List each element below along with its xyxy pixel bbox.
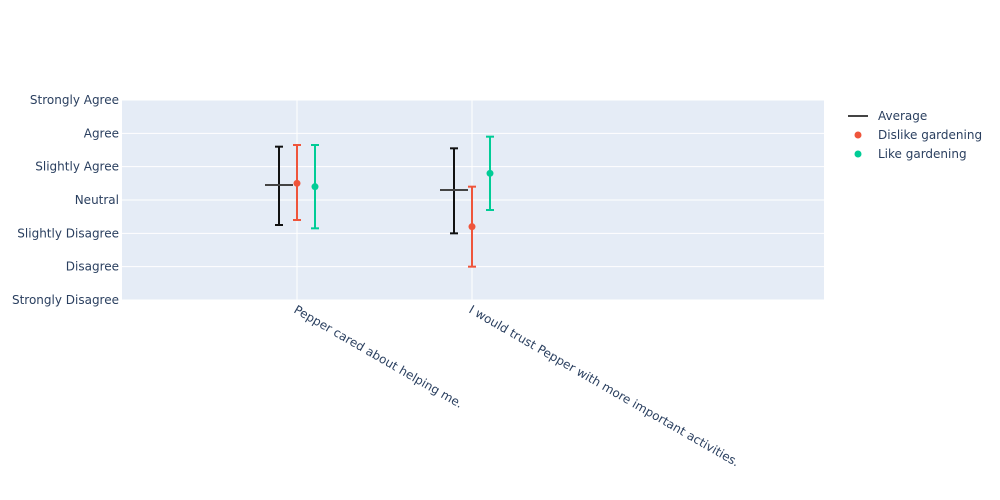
legend-label: Average — [878, 109, 927, 123]
legend-label: Dislike gardening — [878, 128, 982, 142]
data-marks — [265, 135, 494, 268]
y-tick-label: Agree — [84, 126, 119, 140]
x-tick-label: Pepper cared about helping me. — [292, 302, 466, 410]
x-tick-label: I would trust Pepper with more important… — [467, 302, 742, 469]
y-tick-label: Slightly Agree — [35, 160, 119, 174]
legend-item[interactable]: Like gardening — [854, 147, 967, 161]
y-tick-label: Neutral — [75, 193, 119, 207]
legend-dot-icon — [854, 131, 862, 139]
legend-item[interactable]: Average — [848, 109, 927, 123]
y-tick-label: Slightly Disagree — [17, 226, 119, 240]
legend-label: Like gardening — [878, 147, 967, 161]
y-tick-label: Disagree — [66, 260, 119, 274]
data-point — [486, 169, 494, 177]
y-tick-label: Strongly Agree — [30, 93, 119, 107]
y-tick-label: Strongly Disagree — [12, 293, 119, 307]
data-point — [468, 223, 476, 231]
series-dislike-gardening — [293, 144, 476, 268]
legend-item[interactable]: Dislike gardening — [854, 128, 983, 142]
x-axis-ticks: Pepper cared about helping me. I would tr… — [292, 302, 742, 469]
legend[interactable]: Average Dislike gardening Like gardening — [848, 109, 982, 161]
series-average — [265, 145, 468, 235]
y-axis-ticks: Strongly Disagree Disagree Slightly Disagr… — [12, 93, 119, 307]
legend-dot-icon — [854, 150, 862, 158]
series-like-gardening — [311, 135, 494, 230]
data-point — [293, 179, 301, 187]
data-point — [311, 183, 319, 191]
